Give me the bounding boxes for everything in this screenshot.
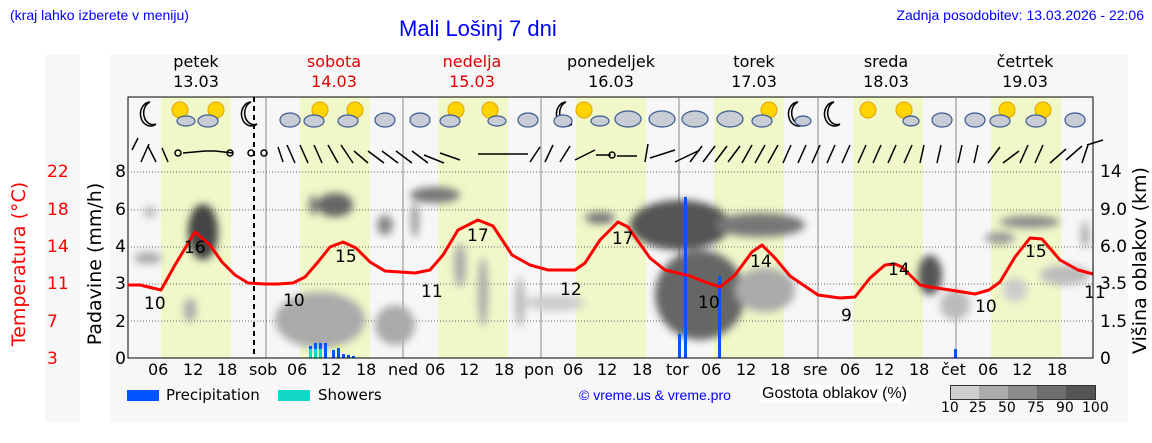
- precip-tick: 2: [115, 312, 126, 332]
- x-tick: 18: [494, 360, 515, 379]
- x-tick: 06: [840, 360, 861, 379]
- temp-label: 16: [184, 238, 206, 258]
- height-tick: 1.5: [1100, 312, 1128, 332]
- precipitation-swatch: [127, 390, 159, 401]
- colorbar-50: [1008, 385, 1037, 400]
- colorbar-tick: 90: [1056, 400, 1074, 416]
- temp-tick: 7: [47, 312, 58, 332]
- x-tick: 12: [874, 360, 895, 379]
- day-header-4: torek 17.03: [731, 52, 777, 91]
- day-header-1: sobota 14.03: [306, 52, 362, 91]
- precip-tick: 0: [115, 349, 126, 369]
- height-tick: 14: [1100, 162, 1122, 182]
- wind-barbs-row: [131, 137, 1104, 164]
- precipitation-bars: [309, 197, 957, 358]
- colorbar-75: [1037, 385, 1066, 400]
- precip-tick: 6: [115, 200, 126, 220]
- x-tick: 18: [909, 360, 930, 379]
- temp-label: 14: [750, 252, 772, 272]
- temp-label: 11: [421, 282, 443, 302]
- x-tick: 12: [597, 360, 618, 379]
- x-tick: 06: [148, 360, 169, 379]
- page-title: Mali Lošinj 7 dni: [399, 16, 557, 41]
- day-header-5: sreda 18.03: [863, 52, 909, 91]
- day-header-3: ponedeljek 16.03: [567, 52, 655, 91]
- weather-icons-row: [139, 101, 1086, 128]
- temp-tick: 3: [47, 349, 58, 369]
- precip-tick: 3: [115, 274, 126, 294]
- height-tick: 6.0: [1100, 237, 1128, 257]
- temp-label: 10: [283, 291, 305, 311]
- temp-label: 17: [467, 226, 489, 246]
- cloud-density-label: Gostota oblakov (%): [760, 385, 909, 403]
- colorbar-tick: 100: [1082, 400, 1109, 416]
- x-tick: čet: [941, 360, 966, 379]
- temp-label: 10: [144, 294, 166, 314]
- height-tick: 3.5: [1100, 274, 1128, 294]
- colorbar-tick: 25: [969, 400, 987, 416]
- temp-label: 10: [975, 297, 997, 317]
- temperature-line: [128, 218, 1094, 300]
- precipitation-legend-label: Precipitation: [166, 386, 260, 404]
- height-tick: 0: [1100, 349, 1111, 369]
- region-hint: (kraj lahko izberete v meniju): [10, 7, 189, 23]
- credit-link[interactable]: © vreme.us & vreme.pro: [579, 387, 731, 403]
- temp-label: 10: [698, 293, 720, 313]
- x-tick: sob: [249, 360, 278, 379]
- day-header-2: nedelja 15.03: [442, 52, 502, 91]
- colorbar-tick: 10: [941, 400, 959, 416]
- x-tick: pon: [524, 360, 555, 379]
- colorbar-90: [1066, 385, 1096, 400]
- precip-tick: 8: [115, 162, 126, 182]
- x-tick: 12: [736, 360, 757, 379]
- temp-label: 12: [560, 280, 582, 300]
- temp-axis-band: [45, 55, 80, 422]
- temp-label: 9: [841, 306, 852, 326]
- temp-label: 14: [888, 260, 910, 280]
- x-tick: 12: [459, 360, 480, 379]
- temp-tick: 14: [47, 237, 69, 257]
- temp-tick: 11: [47, 274, 69, 294]
- height-tick: 9.0: [1100, 200, 1128, 220]
- x-tick: sre: [803, 360, 828, 379]
- colorbar-tick: 75: [1027, 400, 1045, 416]
- temp-tick: 22: [47, 162, 69, 182]
- x-tick: ned: [388, 360, 419, 379]
- x-tick: 06: [563, 360, 584, 379]
- temp-label: 11: [1084, 283, 1106, 303]
- x-tick: 06: [701, 360, 722, 379]
- x-tick: tor: [666, 360, 689, 379]
- x-tick: 18: [632, 360, 653, 379]
- x-tick: 18: [1047, 360, 1068, 379]
- cloud-density: [134, 187, 1090, 348]
- colorbar-25: [979, 385, 1008, 400]
- precip-tick: 4: [115, 237, 126, 257]
- day-header-0: petek 13.03: [173, 52, 219, 91]
- colorbar-tick: 50: [998, 400, 1016, 416]
- last-updated: Zadnja posodobitev: 13.03.2026 - 22:06: [896, 7, 1144, 23]
- x-tick: 06: [425, 360, 446, 379]
- x-tick: 12: [321, 360, 342, 379]
- showers-legend-label: Showers: [318, 386, 382, 404]
- temp-label: 15: [335, 247, 357, 267]
- x-tick: 18: [356, 360, 377, 379]
- x-tick: 06: [287, 360, 308, 379]
- temp-tick: 18: [47, 200, 69, 220]
- temp-label: 15: [1025, 242, 1047, 262]
- day-header-6: četrtek 19.03: [996, 52, 1054, 91]
- showers-swatch: [278, 390, 310, 401]
- x-tick: 18: [217, 360, 238, 379]
- x-tick: 06: [978, 360, 999, 379]
- x-tick: 12: [1012, 360, 1033, 379]
- x-tick: 12: [183, 360, 204, 379]
- x-tick: 18: [770, 360, 791, 379]
- temp-label: 17: [612, 229, 634, 249]
- colorbar-10: [950, 385, 980, 400]
